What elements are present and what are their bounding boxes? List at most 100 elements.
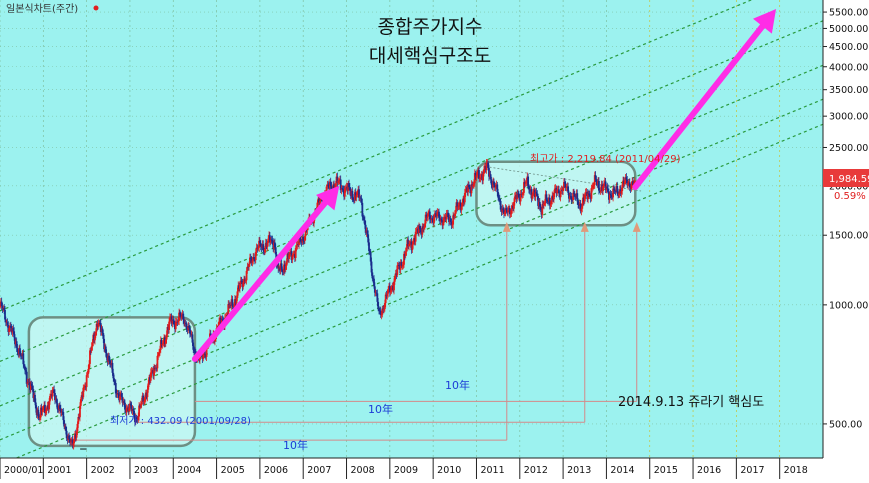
candle-body	[59, 405, 61, 409]
channel-line	[0, 98, 824, 441]
candle-body	[361, 202, 364, 217]
candle-body	[599, 190, 602, 191]
candle-body	[359, 197, 362, 199]
candle-body	[114, 382, 117, 394]
x-tick-label: 2002	[91, 465, 115, 476]
candle-body	[294, 247, 297, 258]
candle-body	[573, 192, 575, 194]
candle-body	[584, 192, 587, 195]
candle-body	[366, 230, 369, 235]
candle-body	[579, 203, 582, 212]
candle-body	[468, 187, 471, 189]
candle-body	[451, 224, 454, 226]
candle-body	[505, 208, 508, 211]
candle-body	[434, 213, 437, 215]
candle-body	[621, 184, 624, 192]
candle-body	[243, 279, 245, 283]
candle-body	[165, 334, 168, 340]
candle-body	[387, 289, 390, 294]
candle-body	[69, 441, 72, 443]
candle-body	[114, 381, 116, 383]
candle-body	[284, 265, 287, 270]
candle-body	[78, 417, 81, 418]
y-axis-panel	[823, 0, 869, 479]
candle-body	[583, 194, 586, 202]
candle-body	[450, 221, 453, 226]
candle-body	[271, 239, 274, 242]
candle-body	[318, 198, 320, 203]
annotation-span-1: 10年	[445, 378, 470, 392]
candle-body	[402, 264, 405, 266]
x-tick-label: 2015	[654, 465, 678, 476]
candle-body	[59, 408, 62, 413]
candle-body	[97, 323, 100, 327]
candle-body	[430, 218, 433, 221]
price-series	[0, 158, 636, 450]
y-tick-label: 1000.00	[829, 300, 868, 311]
candle-body	[368, 251, 371, 253]
candle-body	[499, 200, 502, 210]
candle-body	[119, 396, 121, 401]
x-tick-label: 2011	[480, 465, 504, 476]
candle-body	[249, 257, 252, 259]
candle-body	[427, 214, 430, 217]
candle-body	[149, 372, 152, 381]
candle-body	[603, 183, 605, 186]
candle-body	[173, 320, 175, 325]
candle-body	[476, 174, 479, 176]
candle-body	[598, 190, 601, 192]
candle-body	[150, 370, 153, 373]
candle-body	[139, 404, 142, 406]
grid-layer	[0, 0, 823, 458]
candle-body	[436, 211, 439, 217]
candle-body	[604, 181, 607, 190]
candle-body	[87, 368, 90, 374]
candle-body	[239, 280, 242, 284]
candle-body	[112, 372, 115, 379]
candle-body	[593, 175, 596, 185]
span-marker	[632, 222, 641, 232]
candle-body	[428, 211, 431, 220]
candle-body	[527, 176, 530, 187]
x-tick-label: 2005	[221, 465, 245, 476]
candle-body	[19, 354, 22, 356]
candle-body	[390, 287, 393, 291]
y-tick-label: 4500.00	[829, 42, 868, 53]
x-tick-label: 2001	[47, 465, 71, 476]
candle-body	[171, 319, 174, 324]
candle-body	[607, 188, 609, 192]
candle-body	[42, 408, 45, 410]
candle-body	[487, 162, 490, 169]
candle-body	[577, 200, 579, 205]
candle-body	[423, 227, 425, 229]
candle-body	[468, 184, 470, 188]
candle-body	[627, 183, 629, 186]
candle-body	[64, 426, 67, 431]
last-price-change: 0.59%	[834, 191, 866, 202]
candle-body	[193, 349, 195, 351]
candle-body	[358, 189, 360, 198]
candle-body	[379, 310, 382, 316]
candle-body	[400, 262, 403, 266]
candle-body	[34, 402, 37, 409]
candle-body	[111, 362, 114, 373]
candle-body	[298, 236, 301, 240]
candle-body	[344, 187, 347, 189]
candle-body	[248, 264, 250, 267]
candle-body	[244, 279, 246, 281]
candle-body	[153, 367, 156, 376]
candle-body	[236, 291, 239, 298]
candle-body	[186, 329, 189, 331]
candle-body	[485, 163, 488, 171]
y-tick-label: 1500.00	[829, 231, 868, 242]
candle-body	[225, 315, 228, 318]
candle-body	[45, 408, 48, 411]
candle-body	[633, 180, 636, 184]
candle-body	[25, 371, 28, 384]
candle-body	[348, 187, 351, 191]
candle-body	[403, 253, 405, 265]
candle-body	[94, 335, 96, 341]
candle-body	[125, 407, 128, 413]
candle-body	[421, 226, 424, 235]
candle-body	[4, 309, 6, 320]
